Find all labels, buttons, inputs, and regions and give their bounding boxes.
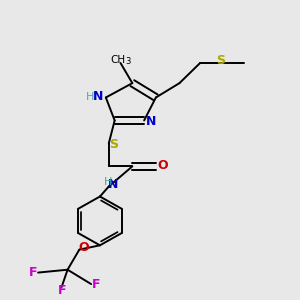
Text: N: N [93, 90, 104, 104]
Text: O: O [157, 159, 168, 172]
Text: F: F [58, 284, 67, 297]
Text: H: H [103, 177, 112, 187]
Text: H: H [86, 92, 94, 102]
Text: N: N [146, 115, 156, 128]
Text: S: S [110, 138, 118, 151]
Text: N: N [108, 178, 118, 191]
Text: O: O [78, 242, 89, 254]
Text: CH: CH [111, 55, 126, 64]
Text: F: F [92, 278, 101, 291]
Text: S: S [216, 54, 225, 67]
Text: F: F [29, 266, 38, 279]
Text: 3: 3 [125, 57, 130, 66]
